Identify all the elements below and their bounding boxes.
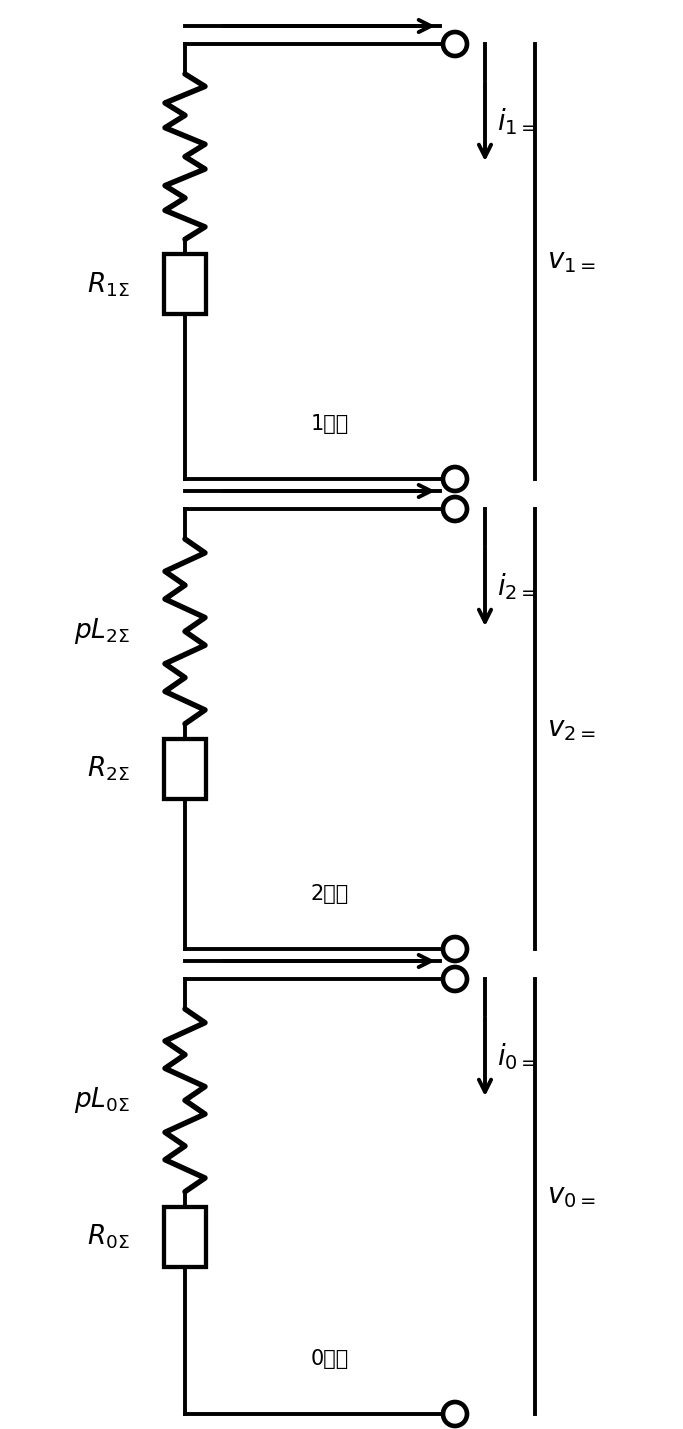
Text: $pL_{0\Sigma}$: $pL_{0\Sigma}$ — [74, 1086, 130, 1116]
Circle shape — [443, 467, 467, 492]
Text: 1序网: 1序网 — [311, 414, 349, 434]
Circle shape — [443, 497, 467, 522]
Text: $R_{1\Sigma}$: $R_{1\Sigma}$ — [87, 270, 130, 299]
Text: $i_{0=}$: $i_{0=}$ — [497, 1042, 538, 1072]
Text: $R_{2\Sigma}$: $R_{2\Sigma}$ — [87, 755, 130, 783]
Text: $R_{0\Sigma}$: $R_{0\Sigma}$ — [87, 1222, 130, 1250]
Text: $i_{1=}$: $i_{1=}$ — [497, 106, 538, 137]
Circle shape — [443, 967, 467, 990]
Bar — [164, 254, 206, 314]
Text: $v_{1=}$: $v_{1=}$ — [547, 247, 596, 276]
Circle shape — [443, 937, 467, 960]
Text: $pL_{2\Sigma}$: $pL_{2\Sigma}$ — [74, 616, 130, 646]
Text: 0序网: 0序网 — [311, 1349, 349, 1369]
Text: 2序网: 2序网 — [311, 885, 349, 905]
Bar — [164, 1206, 206, 1266]
Text: $v_{0=}$: $v_{0=}$ — [547, 1183, 596, 1210]
Circle shape — [443, 1402, 467, 1426]
Text: $i_{2=}$: $i_{2=}$ — [497, 572, 538, 602]
Text: $v_{2=}$: $v_{2=}$ — [547, 714, 596, 743]
Bar — [164, 739, 206, 799]
Circle shape — [443, 31, 467, 56]
